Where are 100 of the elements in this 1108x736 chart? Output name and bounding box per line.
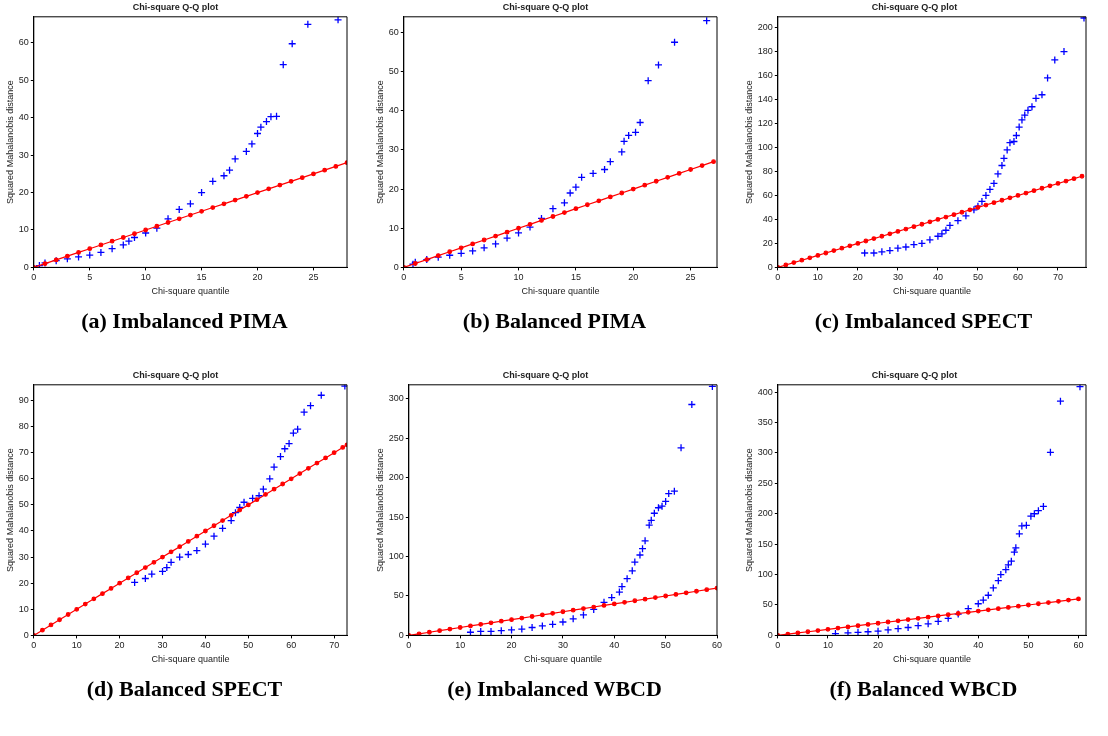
point [571,182,581,192]
y-tick-label: 60 [762,189,773,200]
y-tick-label: 250 [388,432,404,443]
text: (b) Balanced PIMA [461,308,648,334]
x-tick-label: 20 [873,640,884,651]
x-tick-label: 10 [513,272,524,283]
point [1027,102,1037,111]
point [619,137,629,146]
chart-title: Chi-square Q-Q plot [132,369,219,380]
point [333,16,343,24]
x-tick-label: 60 [286,640,297,651]
point [1010,547,1019,557]
point [1017,521,1027,531]
y-tick-label: 100 [757,141,773,152]
x-tick-label: 50 [660,640,671,651]
y-tick-label: 50 [393,590,404,601]
y-tick-label: 10 [388,222,399,233]
point [883,625,893,635]
text: (c) Imbalanced SPECT [813,308,1034,334]
y-tick-label: 80 [762,165,773,176]
point [622,574,632,583]
y-tick-label: 100 [388,551,404,562]
point [1005,138,1015,147]
x-tick-label: 25 [685,272,696,283]
x-axis-title: Chi-square quantile [892,286,971,297]
point [284,439,294,448]
point [630,557,639,567]
point [873,626,883,636]
point [507,625,516,635]
y-tick-label: 300 [388,393,404,404]
x-tick-label: 60 [711,640,723,651]
x-tick-label: 30 [557,640,568,651]
y-axis-title: Squared Mahalanobis distance [374,80,385,204]
point [1020,110,1029,120]
point [219,171,229,180]
point [569,614,578,623]
y-tick-label: 40 [18,112,29,123]
y-tick-label: 30 [18,149,29,160]
point [289,428,298,438]
point [877,247,887,256]
point [340,384,347,391]
y-tick-label: 60 [18,473,29,484]
y-tick-label: 50 [18,74,29,85]
y-tick-label: 20 [18,187,29,198]
x-axis-title: Chi-square quantile [151,286,230,297]
x-tick-label: 20 [852,272,863,283]
y-tick-label: 80 [18,421,29,432]
point [853,628,863,636]
point [269,462,279,472]
x-tick-label: 60 [1073,640,1084,651]
y-tick-label: 0 [23,261,29,272]
chart-title: Chi-square Q-Q plot [502,1,589,12]
y-tick-label: 100 [757,569,773,580]
x-tick-label: 10 [812,272,823,283]
point [654,60,663,70]
point [961,211,971,220]
x-tick-label: 0 [775,272,781,283]
x-tick-label: 15 [196,272,207,283]
point [502,233,512,243]
y-tick-label: 30 [388,144,399,155]
y-tick-label: 50 [762,599,773,610]
y-tick-label: 150 [388,511,404,522]
y-tick-label: 350 [757,417,773,427]
y-axis-title: Squared Mahalanobis distance [4,448,15,572]
y-tick-label: 10 [18,603,29,614]
point [981,191,991,200]
y-axis-title: Squared Mahalanobis distance [4,80,15,204]
y-axis-title: Squared Mahalanobis distance [743,448,754,572]
point [925,235,935,244]
y-tick-label: 200 [757,508,773,519]
y-tick-label: 20 [388,183,399,194]
point [299,408,309,417]
point [256,122,266,132]
point [617,147,626,157]
chart-title: Chi-square Q-Q plot [502,369,589,380]
x-tick-label: 0 [775,640,781,651]
point [96,248,106,257]
point [869,248,879,258]
y-tick-label: 40 [388,105,399,116]
y-tick-label: 200 [757,22,773,33]
point [909,240,919,249]
point [175,552,184,562]
y-tick-label: 160 [757,70,773,81]
point [901,242,911,252]
y-tick-label: 50 [18,499,29,510]
x-tick-label: 25 [308,272,319,283]
x-tick-label: 50 [243,640,254,651]
point [491,239,500,249]
point [166,558,176,567]
text: (d) Balanced SPECT [85,676,284,702]
point [588,169,598,178]
x-tick-label: 60 [1012,272,1023,283]
y-tick-label: 250 [757,477,773,488]
point [266,112,276,121]
y-tick-label: 40 [18,525,29,536]
x-tick-label: 30 [892,272,903,283]
y-tick-label: 50 [388,66,399,77]
y-tick-label: 150 [757,538,773,549]
point [468,246,477,256]
y-tick-label: 0 [23,629,29,640]
